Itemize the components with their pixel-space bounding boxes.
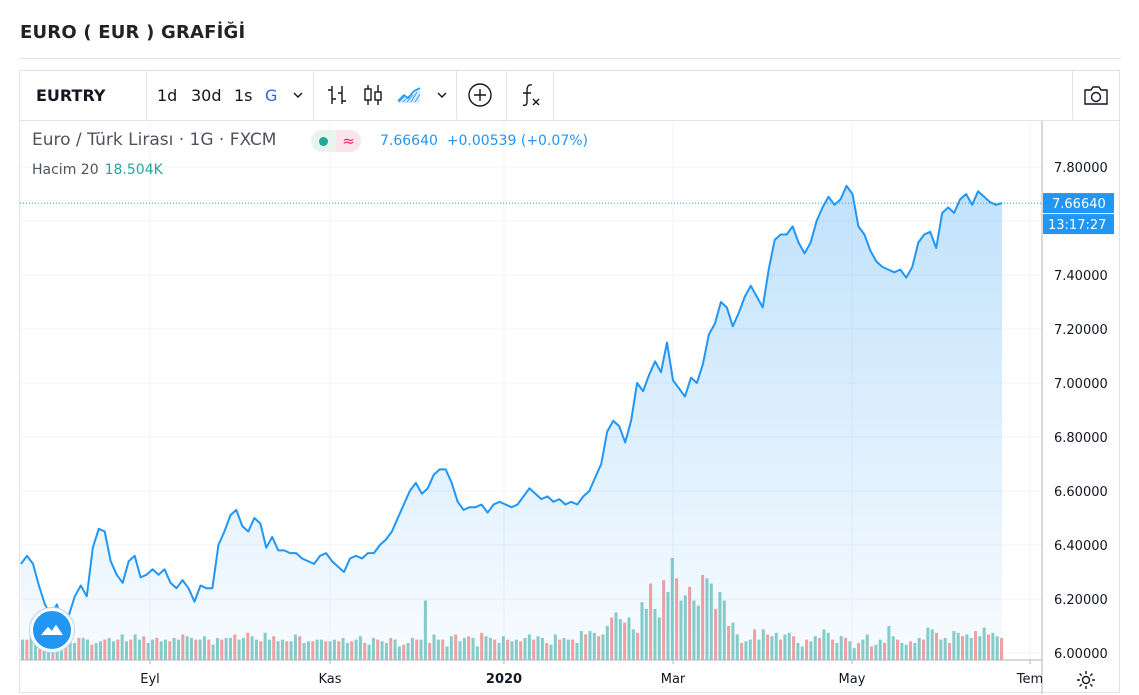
toolbar-divider <box>146 71 147 119</box>
price-chart[interactable]: 7.800007.600007.400007.200007.000006.800… <box>20 71 1121 694</box>
x-tick-label: Tem <box>1016 672 1043 687</box>
x-tick-label: Mar <box>661 672 686 687</box>
candlestick-icon[interactable] <box>361 71 385 119</box>
chevron-down-icon[interactable] <box>436 71 448 119</box>
title-divider <box>20 58 1121 59</box>
toolbar-divider <box>313 71 314 119</box>
x-tick-label: Eyl <box>140 672 160 687</box>
page-title: EURO ( EUR ) GRAFİĞİ <box>20 22 246 43</box>
volume-legend-value: 18.504K <box>104 162 163 178</box>
resolution-1d[interactable]: 1d <box>157 85 178 105</box>
y-tick-label: 6.20000 <box>1054 593 1108 608</box>
toolbar-divider <box>456 71 457 119</box>
chart-legend-title: Euro / Türk Lirası · 1G · FXCM <box>32 130 277 150</box>
toolbar-divider <box>506 71 507 119</box>
price-line <box>20 184 1003 627</box>
x-tick-label: Kas <box>318 672 341 687</box>
x-tick-label: May <box>839 672 866 687</box>
y-tick-label: 7.00000 <box>1054 377 1108 392</box>
chart-widget: EURTRY 1d 30d 1s G <box>19 70 1121 694</box>
bar-chart-icon[interactable] <box>325 71 349 119</box>
resolution-30d[interactable]: 30d <box>191 85 222 105</box>
countdown-badge <box>1043 214 1114 235</box>
x-tick-label: 2020 <box>486 672 522 687</box>
toolbar-divider <box>553 71 554 119</box>
indicators-icon[interactable] <box>518 71 542 119</box>
chart-legend-values: 7.66640 +0.00539 (+0.07%) <box>380 133 588 149</box>
y-tick-label: 6.40000 <box>1054 539 1108 554</box>
y-tick-label: 7.40000 <box>1054 269 1108 284</box>
last-price-badge <box>1043 193 1114 214</box>
delayed-data-icon: ≈ <box>336 130 361 152</box>
add-compare-icon[interactable] <box>467 71 493 119</box>
last-price-label: 7.66640 <box>1052 197 1106 212</box>
y-tick-label: 7.80000 <box>1054 161 1108 176</box>
y-tick-label: 6.60000 <box>1054 485 1108 500</box>
y-tick-label: 7.20000 <box>1054 323 1108 338</box>
area-chart-icon[interactable] <box>396 71 422 119</box>
toolbar-divider <box>1072 71 1073 119</box>
resolution-1s[interactable]: 1s <box>234 85 253 105</box>
symbol-search[interactable]: EURTRY <box>36 85 106 105</box>
camera-icon[interactable] <box>1082 71 1110 119</box>
market-status-badge[interactable]: ≈ <box>311 130 361 152</box>
settings-gear-icon[interactable] <box>1072 667 1100 693</box>
volume-legend-label: Hacim 20 <box>32 162 99 178</box>
y-tick-label: 6.00000 <box>1054 647 1108 662</box>
price-area <box>21 185 1002 660</box>
chevron-down-icon[interactable] <box>292 71 304 119</box>
market-open-icon <box>311 130 336 152</box>
resolution-g[interactable]: G <box>265 85 278 105</box>
tradingview-logo-icon[interactable] <box>30 608 74 652</box>
chart-toolbar: EURTRY 1d 30d 1s G <box>20 71 1119 121</box>
y-tick-label: 6.80000 <box>1054 431 1108 446</box>
volume-legend: Hacim 20 18.504K <box>32 162 163 178</box>
countdown-label: 13:17:27 <box>1048 218 1106 233</box>
